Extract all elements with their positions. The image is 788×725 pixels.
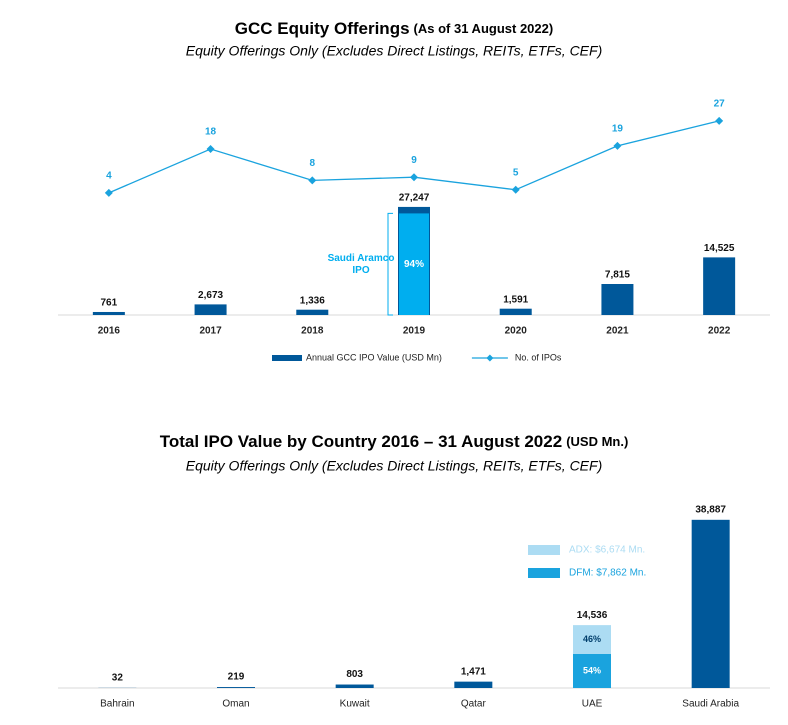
x-tick-label: Kuwait xyxy=(340,699,370,710)
chart-title: GCC Equity Offerings (As of 31 August 202… xyxy=(235,19,553,38)
x-tick-label: 2022 xyxy=(708,326,731,337)
total-label: 14,536 xyxy=(577,610,608,621)
total-label: 38,887 xyxy=(695,504,726,515)
x-tick-label: Bahrain xyxy=(100,699,134,710)
x-tick-label: 2020 xyxy=(505,326,528,337)
highlight-segment xyxy=(399,213,429,315)
bracket xyxy=(387,212,393,316)
x-tick-label: Oman xyxy=(222,699,249,710)
x-tick-label: UAE xyxy=(582,699,603,710)
line-marker xyxy=(715,116,724,125)
line-marker xyxy=(206,145,215,154)
x-tick-label: 2021 xyxy=(606,326,629,337)
x-tick-label: 2018 xyxy=(301,326,324,337)
bar xyxy=(92,311,125,315)
total-label: 32 xyxy=(112,673,124,684)
value-label: 7,815 xyxy=(605,270,630,281)
x-tick-label: Saudi Arabia xyxy=(682,699,739,710)
total-label: 803 xyxy=(346,669,363,680)
bar xyxy=(499,308,532,315)
annotation: IPO xyxy=(352,265,369,276)
legend-label: DFM: $7,862 Mn. xyxy=(569,568,646,579)
share-label: 46% xyxy=(583,634,601,644)
value-label: 1,591 xyxy=(503,294,528,305)
line-marker xyxy=(511,185,520,194)
bar xyxy=(296,309,329,315)
value-label: 1,336 xyxy=(300,295,325,306)
title-main: GCC Equity Offerings xyxy=(235,19,410,38)
bar xyxy=(601,284,634,315)
x-tick-label: 2016 xyxy=(98,326,121,337)
point-label: 8 xyxy=(310,158,316,169)
value-label: 14,525 xyxy=(704,243,735,254)
legend-swatch xyxy=(528,545,560,555)
legend-swatch xyxy=(528,568,560,578)
legend-label: Annual GCC IPO Value (USD Mn) xyxy=(306,352,442,362)
x-tick-label: Qatar xyxy=(461,699,487,710)
value-label: 761 xyxy=(101,298,118,309)
bar-segment xyxy=(454,681,493,688)
total-label: 1,471 xyxy=(461,666,486,677)
line-marker xyxy=(410,173,418,182)
chart-subtitle: Equity Offerings Only (Excludes Direct L… xyxy=(186,43,603,59)
x-tick-label: 2019 xyxy=(403,326,426,337)
line-marker xyxy=(104,188,113,197)
highlight-label: 94% xyxy=(404,259,424,270)
point-label: 5 xyxy=(513,167,519,178)
point-label: 19 xyxy=(612,124,624,135)
chart-subtitle: Equity Offerings Only (Excludes Direct L… xyxy=(186,458,603,474)
line-marker xyxy=(613,141,622,150)
line-marker xyxy=(308,176,317,185)
x-tick-label: 2017 xyxy=(199,326,222,337)
legend-label: No. of IPOs xyxy=(515,352,562,362)
legend-label: ADX: $6,674 Mn. xyxy=(569,545,645,556)
value-label: 2,673 xyxy=(198,290,223,301)
bar-segment xyxy=(691,519,730,688)
point-label: 4 xyxy=(106,171,112,182)
legend-swatch xyxy=(272,355,302,361)
chart-title: Total IPO Value by Country 2016 – 31 Aug… xyxy=(160,432,629,451)
point-label: 18 xyxy=(205,127,217,138)
share-label: 54% xyxy=(583,665,601,675)
bar-segment xyxy=(573,625,611,654)
total-label: 219 xyxy=(228,672,245,683)
point-label: 27 xyxy=(714,98,726,109)
bar-segment xyxy=(335,684,374,688)
title-note: (As of 31 August 2022) xyxy=(414,21,554,36)
point-label: 9 xyxy=(411,155,417,166)
bar-segment xyxy=(217,687,255,688)
bar xyxy=(194,304,227,315)
bar xyxy=(703,257,736,315)
title-note: (USD Mn.) xyxy=(566,434,628,449)
bar-segment xyxy=(573,653,611,688)
legend-marker xyxy=(486,354,494,362)
annotation: Saudi Aramco xyxy=(328,253,395,264)
value-label: 27,247 xyxy=(399,193,430,204)
title-main: Total IPO Value by Country 2016 – 31 Aug… xyxy=(160,432,562,451)
